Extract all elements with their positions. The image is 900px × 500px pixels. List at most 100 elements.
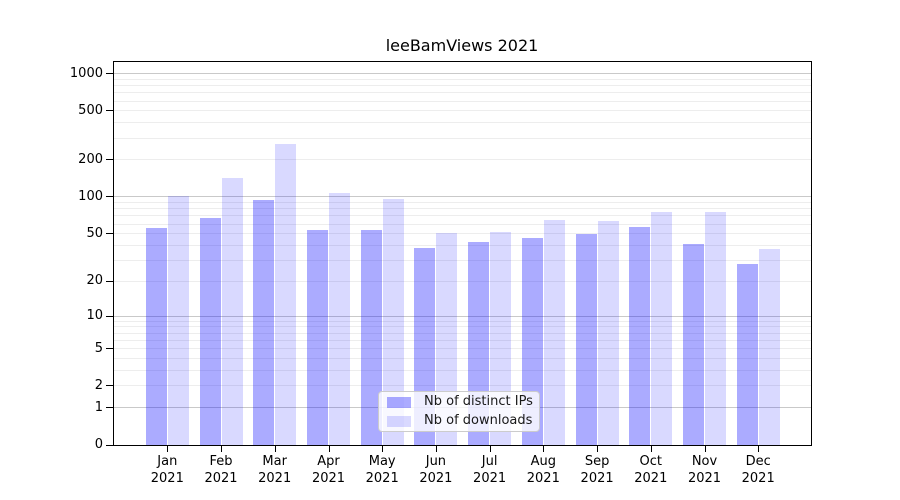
legend-swatch-distinct-ips xyxy=(387,396,411,408)
x-tick-label-jun: Jun 2021 xyxy=(419,454,453,486)
bar-nb-of-distinct-ips-nov xyxy=(683,243,704,445)
bar-nb-of-distinct-ips-oct xyxy=(629,227,651,445)
gridline-5 xyxy=(113,348,811,350)
gridline-2 xyxy=(113,385,811,387)
y-tick-label-500: 500 xyxy=(78,102,103,118)
gridline-900 xyxy=(113,78,811,80)
x-tick-label-may: May 2021 xyxy=(365,454,399,486)
y-tick-1 xyxy=(106,407,113,409)
gridline-50 xyxy=(113,233,811,235)
y-tick-1000 xyxy=(106,73,113,74)
legend: Nb of distinct IPs Nb of downloads xyxy=(378,391,540,432)
x-tick-label-nov: Nov 2021 xyxy=(687,454,722,486)
x-tick-label-aug: Aug 2021 xyxy=(526,454,560,486)
x-tick-may xyxy=(382,446,384,452)
gridline-700 xyxy=(113,92,811,94)
gridline-4 xyxy=(113,358,811,359)
x-tick-feb xyxy=(221,446,222,452)
gridline-10 xyxy=(113,315,811,317)
bar-nb-of-downloads-oct xyxy=(651,212,673,445)
bar-nb-of-distinct-ips-sep xyxy=(575,234,597,445)
gridline-80 xyxy=(113,208,811,210)
gridline-7 xyxy=(113,332,811,334)
x-tick-label-jul: Jul 2021 xyxy=(473,454,507,486)
gridline-3 xyxy=(113,370,811,371)
legend-swatch-downloads xyxy=(387,415,411,427)
gridline-30 xyxy=(113,259,811,261)
x-tick-sep xyxy=(597,446,599,452)
gridline-6 xyxy=(113,339,811,341)
x-tick-apr xyxy=(328,446,330,452)
bar-nb-of-downloads-jan xyxy=(167,196,189,445)
gridline-300 xyxy=(113,137,811,139)
gridline-400 xyxy=(113,122,811,124)
legend-label-downloads: Nb of downloads xyxy=(424,413,533,428)
y-tick-label-50: 50 xyxy=(86,225,103,241)
gridline-200 xyxy=(113,159,811,161)
y-tick-50 xyxy=(106,233,113,235)
gridline-70 xyxy=(113,215,811,217)
gridline-500 xyxy=(113,110,811,112)
x-tick-jul xyxy=(489,446,491,452)
x-tick-label-mar: Mar 2021 xyxy=(258,454,292,486)
bar-nb-of-downloads-apr xyxy=(329,192,350,445)
bar-nb-of-distinct-ips-dec xyxy=(736,263,758,445)
x-tick-label-oct: Oct 2021 xyxy=(634,454,668,486)
y-tick-0 xyxy=(106,444,113,446)
bar-nb-of-downloads-dec xyxy=(758,248,780,445)
plot-area xyxy=(113,61,811,445)
x-tick-label-dec: Dec 2021 xyxy=(741,454,775,486)
gridline-100 xyxy=(113,196,811,198)
bar-nb-of-downloads-nov xyxy=(705,211,726,445)
bar-nb-of-downloads-mar xyxy=(275,144,297,445)
x-tick-jun xyxy=(435,446,437,452)
x-tick-label-feb: Feb 2021 xyxy=(204,454,238,486)
bar-nb-of-distinct-ips-mar xyxy=(253,199,275,445)
bar-nb-of-distinct-ips-apr xyxy=(307,230,328,445)
y-tick-label-1: 1 xyxy=(94,399,103,415)
gridline-9 xyxy=(113,320,811,322)
y-tick-label-0: 0 xyxy=(94,437,103,452)
x-tick-dec xyxy=(758,446,760,452)
gridline-40 xyxy=(113,244,811,246)
bar-nb-of-distinct-ips-jan xyxy=(145,228,167,445)
x-tick-nov xyxy=(704,446,706,452)
y-tick-5 xyxy=(106,348,113,350)
gridline-90 xyxy=(113,202,811,203)
y-tick-label-2: 2 xyxy=(94,377,103,393)
bar-nb-of-downloads-feb xyxy=(221,178,243,445)
bar-nb-of-distinct-ips-may xyxy=(360,230,382,445)
x-tick-label-jan: Jan 2021 xyxy=(150,454,184,486)
x-tick-oct xyxy=(650,446,652,452)
y-tick-label-5: 5 xyxy=(94,340,103,356)
y-tick-label-100: 100 xyxy=(78,188,103,204)
x-tick-mar xyxy=(274,446,276,452)
y-tick-label-1000: 1000 xyxy=(69,65,103,81)
legend-item-downloads: Nb of downloads xyxy=(387,414,539,428)
x-tick-jan xyxy=(167,446,169,452)
y-tick-100 xyxy=(106,196,113,198)
y-tick-label-200: 200 xyxy=(78,151,103,167)
legend-label-distinct-ips: Nb of distinct IPs xyxy=(424,394,533,409)
y-tick-label-10: 10 xyxy=(86,308,103,324)
y-tick-2 xyxy=(106,385,113,387)
y-tick-10 xyxy=(106,315,113,317)
y-tick-label-20: 20 xyxy=(86,273,103,289)
gridline-600 xyxy=(113,100,811,102)
bar-nb-of-downloads-sep xyxy=(597,220,619,445)
gridline-800 xyxy=(113,85,811,86)
x-tick-label-sep: Sep 2021 xyxy=(580,454,614,486)
gridline-8 xyxy=(113,326,811,328)
y-tick-20 xyxy=(106,280,113,282)
gridline-1000 xyxy=(113,73,811,74)
bar-nb-of-downloads-aug xyxy=(543,220,565,445)
chart-title: leeBamViews 2021 xyxy=(385,36,539,55)
bar-nb-of-downloads-may xyxy=(382,199,404,445)
legend-item-distinct-ips: Nb of distinct IPs xyxy=(387,395,539,409)
gridline-20 xyxy=(113,280,811,282)
x-tick-label-apr: Apr 2021 xyxy=(311,454,346,486)
y-tick-500 xyxy=(106,110,113,112)
y-tick-200 xyxy=(106,159,113,161)
x-tick-aug xyxy=(543,446,545,452)
